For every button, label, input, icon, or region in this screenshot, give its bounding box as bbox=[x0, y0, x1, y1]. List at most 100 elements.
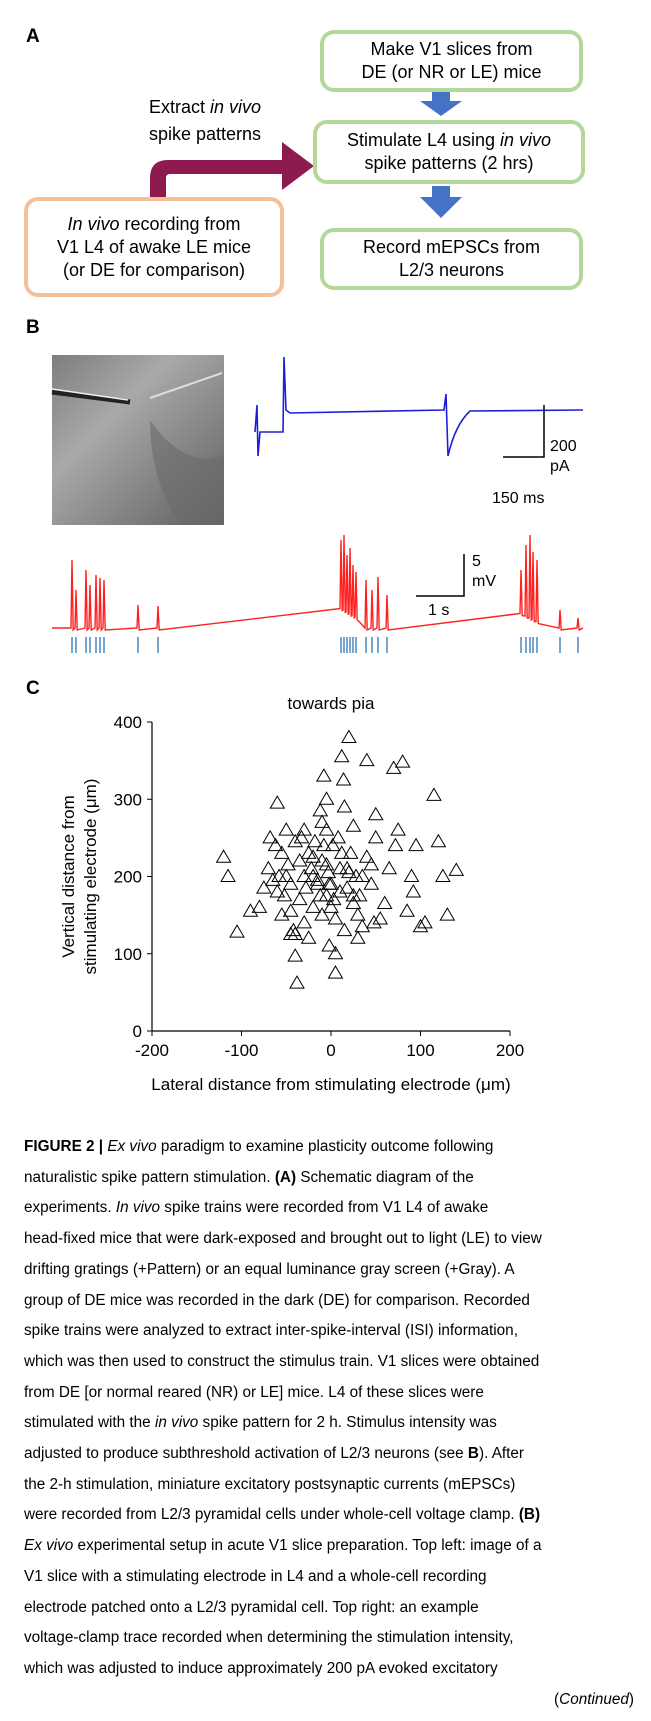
recording-box: In vivo recording from V1 L4 of awake LE… bbox=[24, 197, 284, 297]
scale-label: 200 pA bbox=[550, 437, 577, 477]
scale-unit: pA bbox=[550, 458, 570, 475]
data-point bbox=[318, 822, 335, 836]
caption-line: FIGURE 2 | Ex vivo paradigm to examine p… bbox=[24, 1132, 634, 1163]
data-point bbox=[256, 880, 272, 894]
data-point bbox=[358, 752, 375, 767]
data-point bbox=[278, 822, 295, 836]
y-axis-label: stimulating electrode (μm) bbox=[81, 779, 100, 975]
x-tick-label: -200 bbox=[135, 1041, 169, 1060]
data-point bbox=[264, 872, 281, 886]
text: ) bbox=[628, 1690, 634, 1708]
maroon-arrow bbox=[150, 142, 314, 198]
data-point bbox=[327, 945, 344, 960]
x-axis-label: Lateral distance from stimulating electr… bbox=[151, 1075, 510, 1094]
data-point bbox=[280, 856, 296, 871]
data-point bbox=[430, 833, 447, 848]
data-point bbox=[372, 910, 389, 925]
text: paradigm to examine plasticity outcome f… bbox=[156, 1138, 494, 1155]
data-point bbox=[307, 833, 323, 848]
text: stimulated with the bbox=[24, 1414, 155, 1432]
box-line: Make V1 slices from bbox=[370, 39, 533, 59]
data-point bbox=[312, 802, 329, 817]
data-point bbox=[367, 829, 384, 844]
data-point bbox=[220, 868, 236, 882]
data-point bbox=[390, 822, 406, 836]
data-point bbox=[300, 930, 317, 944]
scale-label: 150 ms bbox=[492, 490, 545, 507]
data-point bbox=[336, 922, 353, 937]
data-point bbox=[282, 876, 299, 890]
data-point bbox=[289, 975, 305, 989]
data-point bbox=[408, 837, 424, 852]
data-point bbox=[366, 914, 382, 929]
data-point bbox=[296, 914, 313, 929]
data-point bbox=[412, 918, 429, 933]
data-point bbox=[367, 806, 384, 821]
voltage-scale-bar bbox=[416, 554, 465, 597]
caption-line: experiments. In vivo spike trains were r… bbox=[24, 1193, 634, 1224]
data-point bbox=[324, 837, 341, 852]
bold: (B) bbox=[518, 1506, 541, 1524]
data-point bbox=[318, 887, 335, 902]
data-point bbox=[215, 849, 232, 863]
text: were recorded from L2/3 pyramidal cells … bbox=[24, 1506, 519, 1524]
text: Stimulate L4 using bbox=[346, 130, 501, 150]
text: naturalistic spike pattern stimulation. bbox=[24, 1168, 275, 1186]
current-trace bbox=[254, 356, 584, 457]
data-point bbox=[287, 833, 304, 848]
data-point bbox=[296, 868, 313, 882]
data-point bbox=[300, 845, 317, 859]
scatter-chart: towards pia 0 100 200 300 400 -200 -100 0 100 200 L… bbox=[59, 694, 524, 1094]
box-line: L2/3 neurons bbox=[398, 260, 505, 280]
stim-electrode-glint bbox=[51, 388, 129, 401]
scale-value: 5 bbox=[472, 553, 481, 570]
blue-arrow bbox=[420, 186, 462, 218]
scale-unit: mV bbox=[472, 573, 496, 590]
data-point bbox=[339, 860, 355, 875]
data-point bbox=[376, 895, 393, 910]
data-point bbox=[341, 729, 357, 743]
data-point bbox=[314, 853, 330, 867]
data-point bbox=[318, 856, 335, 871]
stim-electrode bbox=[51, 389, 131, 405]
text-italic: in vivo bbox=[500, 130, 552, 150]
data-point bbox=[269, 795, 286, 809]
panel-label: A bbox=[26, 26, 40, 47]
y-tick-label: 0 bbox=[133, 1022, 142, 1041]
caption-line: Ex vivo experimental setup in acute V1 s… bbox=[24, 1531, 634, 1562]
data-point bbox=[349, 930, 366, 944]
caption-line: (Continued) bbox=[24, 1685, 634, 1716]
text: Schematic diagram of the bbox=[296, 1168, 474, 1186]
current-scale-bar bbox=[503, 405, 545, 458]
scale-label: 1 s bbox=[428, 602, 450, 619]
data-point bbox=[363, 856, 380, 871]
data-point bbox=[303, 860, 320, 875]
data-point bbox=[291, 891, 308, 906]
text: experiments. bbox=[24, 1199, 116, 1217]
data-point bbox=[333, 748, 350, 763]
text: experimental setup in acute V1 slice pre… bbox=[73, 1537, 542, 1555]
voltage-trace-group bbox=[52, 534, 584, 653]
slice-region bbox=[150, 420, 224, 525]
data-point bbox=[314, 907, 330, 921]
data-point bbox=[405, 883, 422, 898]
data-point bbox=[282, 926, 299, 940]
italic: Ex vivo bbox=[103, 1138, 157, 1155]
data-point bbox=[435, 868, 451, 882]
box-line: Stimulate L4 using in vivo bbox=[317, 129, 581, 152]
text: spike pattern for 2 h. Stimulus intensit… bbox=[198, 1414, 497, 1432]
data-point bbox=[273, 845, 290, 859]
italic: In vivo bbox=[115, 1199, 161, 1217]
data-point bbox=[305, 849, 321, 863]
caption-line: stimulated with the in vivo spike patter… bbox=[24, 1408, 634, 1439]
text: adjusted to produce subthreshold activat… bbox=[24, 1445, 468, 1463]
caption-line: which was then used to construct the sti… bbox=[24, 1352, 540, 1370]
data-point bbox=[381, 860, 398, 875]
caption-line: group of DE mice was recorded in the dar… bbox=[24, 1291, 530, 1309]
data-point bbox=[403, 868, 420, 882]
data-point bbox=[333, 845, 350, 859]
data-point bbox=[315, 837, 332, 852]
data-point bbox=[251, 899, 268, 913]
blue-arrow bbox=[420, 92, 462, 116]
